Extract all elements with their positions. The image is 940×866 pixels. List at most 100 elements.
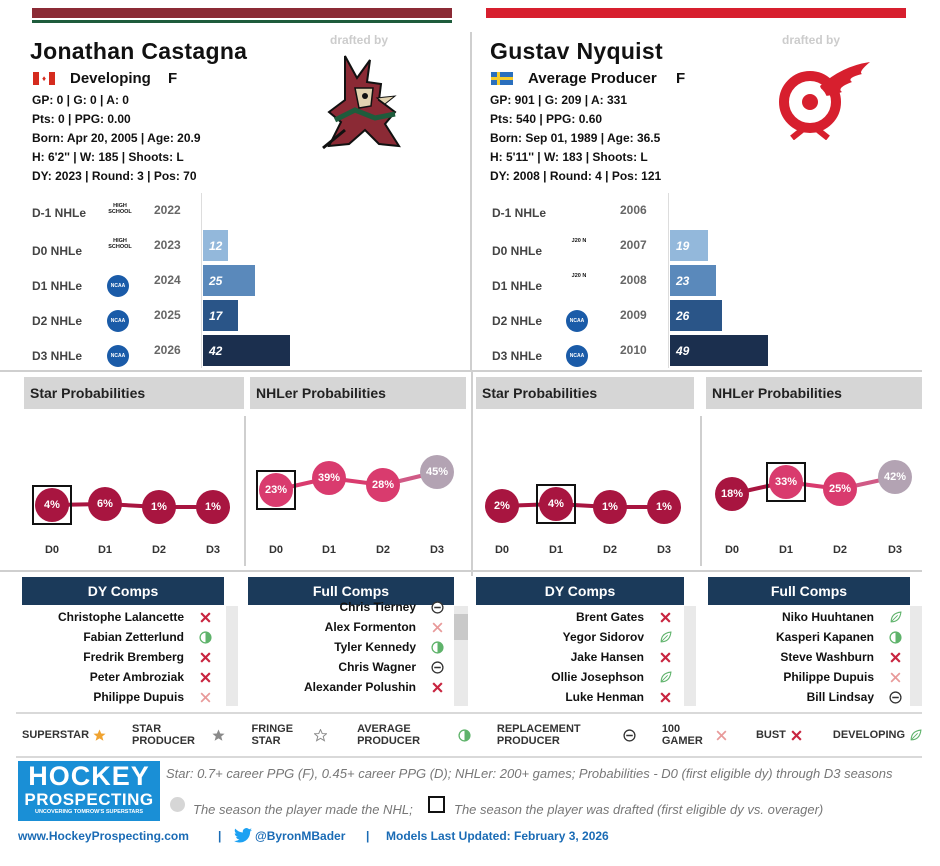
draft-season-box-icon: [428, 796, 445, 813]
nhle-bar: 25: [203, 265, 255, 296]
nhler-probabilities-header: NHLer Probabilities: [706, 377, 922, 409]
nhle-bar: 49: [670, 335, 768, 366]
drafted-by-label: drafted by: [782, 33, 841, 47]
season-year: 2026: [154, 343, 181, 357]
season-year: 2024: [154, 273, 181, 287]
comp-player-name: Chris Wagner: [338, 660, 416, 674]
legend-item: FRINGE STAR: [251, 723, 328, 747]
season-year: 2009: [620, 308, 647, 322]
models-updated-text: Models Last Updated: February 3, 2026: [386, 829, 609, 843]
comp-row: Chris Wagner: [248, 657, 448, 677]
replacement-producer-icon: [888, 690, 902, 704]
comp-row: Philippe Dupuis: [22, 687, 216, 707]
season-row: D2 NHLe NCAA 2025 17: [0, 298, 470, 332]
x-axis-label: D0: [44, 544, 60, 556]
player-position: F: [168, 70, 178, 87]
season-nhle-chart: D-1 NHLe HIGH SCHOOL 2022 D0 NHLe HIGH SCHOO…: [0, 193, 470, 368]
probability-connector: [51, 502, 106, 507]
website-link[interactable]: www.HockeyProspecting.com: [18, 829, 189, 843]
comp-player-name: Jake Hansen: [570, 650, 644, 664]
average-producer-icon: [430, 640, 444, 654]
season-row: D-1 NHLe 2006: [470, 193, 940, 225]
bust-icon: [659, 691, 672, 704]
player-name: Jonathan Castagna: [30, 38, 248, 64]
bust-icon: [659, 611, 672, 624]
x-axis-label: D1: [321, 544, 337, 556]
draft-season-box: [32, 485, 72, 525]
comp-row: Jake Hansen: [476, 647, 676, 667]
twitter-handle-link[interactable]: @ByronMBader: [255, 829, 346, 843]
season-row: D1 NHLe NCAA 2024 25: [0, 263, 470, 297]
ncaa-logo: NCAA: [107, 345, 129, 367]
comp-player-name: Niko Huuhtanen: [782, 610, 874, 624]
probability-connector: [785, 480, 841, 491]
season-row: D0 NHLe J20 N 2007 19: [470, 228, 940, 261]
ncaa-logo: NCAA: [566, 345, 588, 367]
stat-line-size: H: 5'11'' | W: 183 | Shoots: L: [490, 150, 648, 164]
definition-note: Star: 0.7+ career PPG (F), 0.45+ career …: [166, 766, 893, 781]
probability-point: 2%: [485, 489, 519, 523]
draft-season-note: The season the player was drafted (first…: [454, 802, 824, 817]
full-comps-header: Full Comps: [708, 577, 910, 605]
legend-label: 100 GAMER: [661, 723, 703, 747]
probability-point: 39%: [312, 461, 346, 495]
legend-item: STAR PRODUCER: [132, 723, 226, 747]
comp-row: Chris Tierney: [248, 597, 448, 617]
player-stats: GP: 901 | G: 209 | A: 331 Pts: 540 | PPG…: [490, 91, 661, 186]
comp-player-name: Yegor Sidorov: [562, 630, 644, 644]
panel-divider: [244, 416, 246, 566]
comp-row: Tyler Kennedy: [248, 637, 448, 657]
twitter-bird-icon: [234, 828, 252, 848]
full-comps-header: Full Comps: [248, 577, 454, 605]
mid-section-divider: [0, 570, 922, 572]
bust-icon: [790, 729, 803, 742]
full-comps-panel-right: Full Comps Niko Huuhtanen Kasperi Kapanen…: [708, 577, 922, 707]
season-label: D0 NHLe: [492, 244, 543, 258]
coyotes-logo: [315, 48, 415, 159]
scrollbar[interactable]: [684, 606, 696, 706]
probability-connector: [839, 475, 896, 491]
comp-player-name: Peter Ambroziak: [89, 670, 184, 684]
star-probabilities-header: Star Probabilities: [476, 377, 694, 409]
x-axis-label: D0: [724, 544, 740, 556]
draft-season-box: [766, 462, 806, 502]
left-team-stripe: [32, 20, 452, 23]
comp-row: Philippe Dupuis: [708, 667, 906, 687]
stat-line-games: GP: 901 | G: 209 | A: 331: [490, 93, 627, 107]
stat-line-size: H: 6'2'' | W: 185 | Shoots: L: [32, 150, 184, 164]
scrollbar[interactable]: [226, 606, 238, 706]
season-year: 2010: [620, 343, 647, 357]
comp-player-name: Chris Tierney: [339, 600, 416, 614]
x-axis-label: D2: [151, 544, 167, 556]
season-label: D0 NHLe: [32, 244, 83, 258]
comp-row: Brent Gates: [476, 607, 676, 627]
comp-row: Ollie Josephson: [476, 667, 676, 687]
comp-row: Kasperi Kapanen: [708, 627, 906, 647]
season-label: D2 NHLe: [492, 314, 543, 328]
comp-player-name: Philippe Dupuis: [783, 670, 874, 684]
probability-point: 25%: [823, 472, 857, 506]
probability-point: 28%: [366, 468, 400, 502]
comp-row: Luke Henman: [476, 687, 676, 707]
legend-item: DEVELOPING: [833, 728, 922, 742]
nhle-bar: 12: [203, 230, 228, 261]
probability-connector: [275, 476, 330, 492]
center-divider-top: [470, 32, 472, 370]
comp-row: Fredrik Bremberg: [22, 647, 216, 667]
ncaa-logo: NCAA: [107, 275, 129, 297]
comp-player-name: Fabian Zetterlund: [83, 630, 184, 644]
dy-comps-header: DY Comps: [476, 577, 684, 605]
x-axis-label: D2: [832, 544, 848, 556]
x-axis-label: D1: [548, 544, 564, 556]
bust-icon: [199, 611, 212, 624]
comp-row: Alexander Polushin: [248, 677, 448, 697]
scrollbar[interactable]: [454, 606, 468, 706]
brand-line-1: HOCKEY: [28, 761, 150, 791]
scrollbar[interactable]: [910, 606, 922, 706]
probability-point: 1%: [196, 490, 230, 524]
legend-item: AVERAGE PRODUCER: [357, 723, 471, 747]
comp-player-name: Alexander Polushin: [303, 680, 416, 694]
legend-item: BUST: [756, 729, 803, 742]
average-producer-icon: [198, 630, 212, 644]
bar-axis-line: [201, 193, 202, 368]
